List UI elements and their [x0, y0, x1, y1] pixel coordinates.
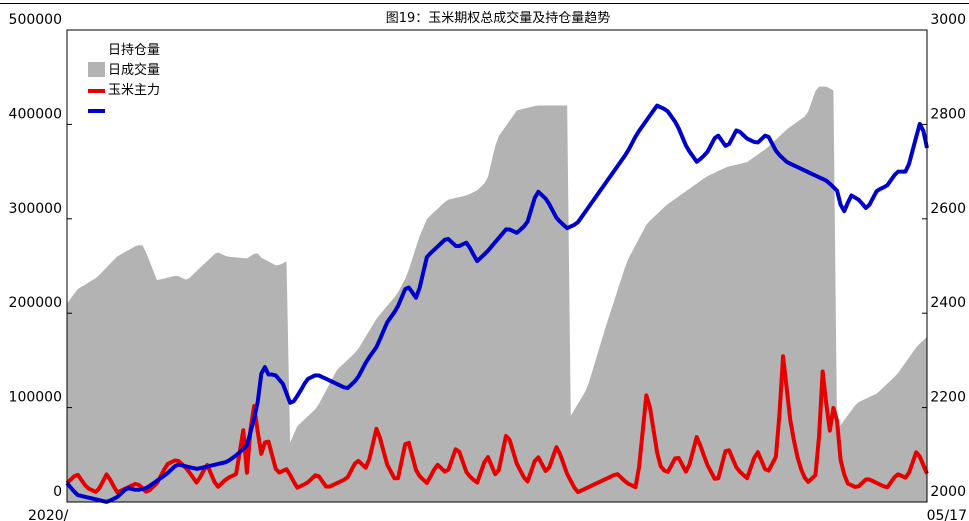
right-tick-label: 2400: [930, 295, 966, 311]
chart-title: 图19：玉米期权总成交量及持仓量趋势: [386, 10, 611, 26]
series-area-0: [67, 86, 927, 502]
left-tick-label: 500000: [9, 12, 62, 28]
legend-swatch: [88, 62, 105, 77]
axes: 0 100000 200000 300000 400000 500000 2000 2200 2…: [0, 3, 969, 521]
x-tick-label-end: 05/17: [927, 508, 967, 521]
legend-label: 玉米主力: [108, 83, 160, 98]
left-tick-label: 200000: [9, 295, 62, 311]
left-tick-label: 300000: [9, 201, 62, 217]
right-tick-label: 2600: [930, 201, 966, 217]
plot-frame: [66, 29, 928, 503]
x-tick-label-start: 2020/: [28, 508, 69, 521]
right-tick-label: 2200: [930, 390, 966, 406]
right-tick-label: 2000: [930, 484, 966, 500]
left-tick-label: 400000: [9, 106, 62, 122]
series-line-1: [65, 354, 929, 495]
plot-area: [65, 86, 929, 504]
left-tick-label: 100000: [9, 390, 62, 406]
right-tick-label: 2800: [930, 106, 966, 122]
right-tick-label: 3000: [930, 12, 966, 28]
series-line-2: [65, 103, 929, 504]
legend-label: 日成交量: [108, 62, 160, 78]
legend-label: 日持仓量: [108, 43, 160, 58]
left-tick-label: 0: [53, 484, 62, 500]
